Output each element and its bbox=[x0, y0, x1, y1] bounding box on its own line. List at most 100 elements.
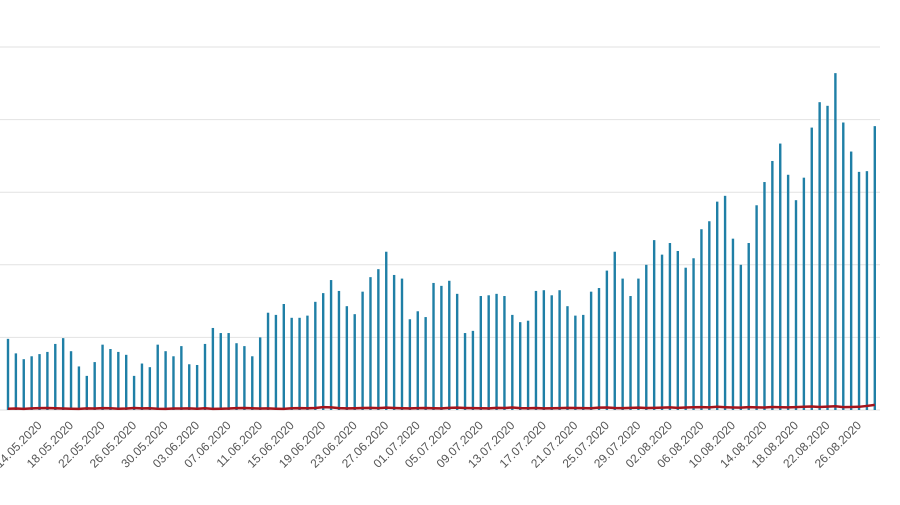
bar bbox=[117, 351, 120, 410]
bar bbox=[511, 314, 514, 410]
bar bbox=[731, 238, 735, 410]
bar bbox=[597, 288, 601, 410]
bar bbox=[54, 343, 57, 410]
bar bbox=[613, 251, 616, 410]
bar bbox=[448, 280, 451, 410]
bar bbox=[542, 290, 546, 410]
bar bbox=[353, 314, 356, 410]
bar bbox=[786, 174, 790, 410]
bar bbox=[101, 344, 104, 410]
bar bbox=[455, 293, 459, 410]
bar bbox=[85, 375, 88, 410]
bar bbox=[747, 243, 750, 410]
bar bbox=[77, 366, 81, 410]
line bbox=[7, 403, 875, 411]
bar bbox=[574, 315, 577, 410]
bar bbox=[172, 356, 175, 410]
bar bbox=[558, 290, 561, 410]
bar bbox=[274, 314, 278, 410]
bar bbox=[38, 354, 41, 410]
bar bbox=[463, 333, 467, 410]
bar bbox=[314, 301, 317, 410]
bar bbox=[550, 295, 553, 410]
bar bbox=[810, 127, 813, 410]
bar bbox=[424, 317, 427, 410]
bar bbox=[345, 306, 349, 410]
bar bbox=[258, 337, 262, 410]
bar bbox=[495, 293, 498, 410]
bar bbox=[61, 338, 65, 410]
bar bbox=[329, 280, 333, 410]
bar bbox=[306, 315, 309, 410]
bar bbox=[723, 195, 727, 410]
bar bbox=[109, 349, 112, 410]
bar bbox=[266, 312, 270, 410]
bar bbox=[629, 296, 632, 410]
bar bbox=[873, 126, 876, 410]
bar bbox=[251, 356, 254, 410]
bar bbox=[385, 251, 388, 410]
bar bbox=[361, 291, 364, 410]
bar bbox=[716, 201, 719, 410]
bar bbox=[416, 311, 419, 410]
bar bbox=[14, 353, 18, 410]
bar bbox=[865, 171, 869, 410]
bar bbox=[322, 293, 325, 410]
bar bbox=[6, 338, 10, 410]
bar bbox=[243, 346, 246, 410]
bar bbox=[30, 356, 33, 410]
bar bbox=[203, 343, 207, 410]
bar bbox=[400, 278, 404, 410]
bar bbox=[471, 330, 475, 410]
bar bbox=[857, 171, 861, 410]
bar bbox=[503, 296, 506, 410]
bar bbox=[93, 362, 96, 410]
bar bbox=[645, 264, 648, 410]
bar bbox=[668, 243, 672, 410]
bar bbox=[779, 143, 782, 411]
bar bbox=[802, 177, 806, 410]
bar bbox=[211, 327, 215, 410]
bar bbox=[180, 346, 183, 410]
bar bbox=[842, 122, 845, 410]
bar bbox=[125, 354, 128, 410]
bar bbox=[432, 282, 435, 410]
bar bbox=[755, 205, 758, 410]
bar bbox=[188, 364, 191, 410]
bar bbox=[708, 221, 711, 410]
bar bbox=[69, 351, 73, 410]
bar bbox=[660, 254, 664, 410]
bar bbox=[621, 278, 624, 410]
bar bbox=[337, 290, 341, 410]
bar bbox=[282, 304, 285, 410]
bar bbox=[834, 73, 837, 411]
bar bbox=[369, 277, 372, 410]
bar bbox=[22, 359, 25, 410]
bar bbox=[526, 320, 530, 410]
bar bbox=[818, 102, 821, 411]
bar bbox=[235, 343, 238, 410]
bar bbox=[140, 363, 144, 410]
bar bbox=[676, 251, 679, 410]
bar bbox=[534, 290, 538, 410]
bar bbox=[132, 375, 136, 410]
bar bbox=[392, 274, 396, 410]
bar bbox=[298, 317, 301, 410]
bar bbox=[156, 344, 159, 410]
bar bbox=[227, 333, 230, 410]
bar bbox=[148, 367, 152, 410]
bar bbox=[582, 314, 585, 410]
bar bbox=[700, 229, 703, 410]
bar bbox=[763, 182, 766, 410]
bar bbox=[771, 160, 774, 410]
bar bbox=[219, 333, 222, 410]
bar bbox=[377, 269, 380, 410]
bar bbox=[794, 200, 798, 410]
bar bbox=[195, 364, 199, 410]
bar bbox=[440, 285, 443, 410]
bar bbox=[487, 295, 490, 410]
bar bbox=[46, 351, 49, 410]
bar bbox=[589, 291, 593, 410]
bar bbox=[739, 264, 743, 410]
